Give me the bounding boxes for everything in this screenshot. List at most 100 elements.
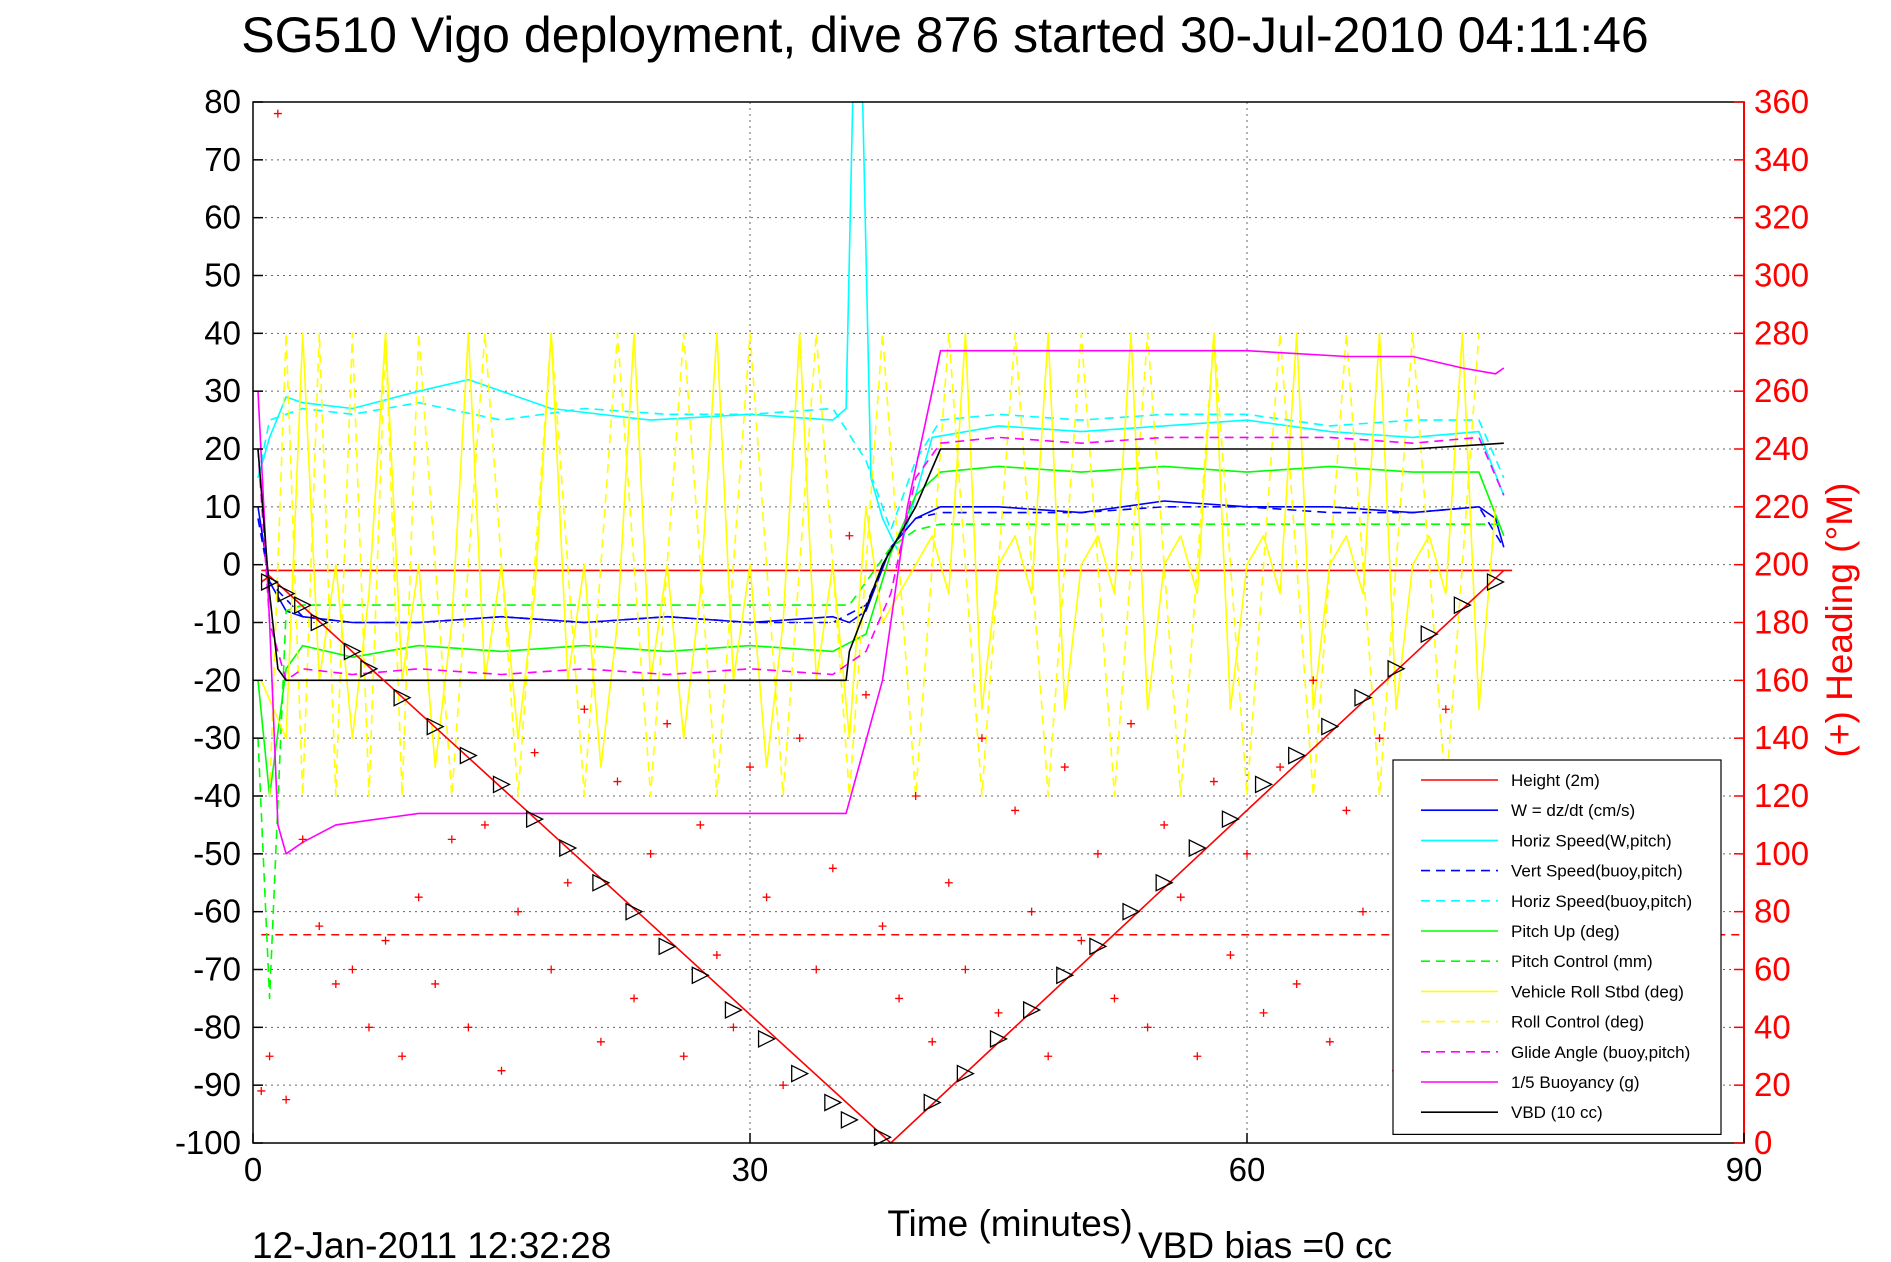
right-tick-label: 340 — [1754, 141, 1809, 178]
footer-vbd-bias: VBD bias =0 cc — [1138, 1225, 1392, 1262]
right-tick-label: 360 — [1754, 83, 1809, 120]
right-tick-label: 80 — [1754, 893, 1791, 930]
legend-label: Horiz Speed(W,pitch) — [1511, 831, 1672, 850]
bottom-axis-ticks: 0 30 60 90 — [244, 1133, 1763, 1188]
right-tick-label: 260 — [1754, 372, 1809, 409]
right-tick-label: 220 — [1754, 488, 1809, 525]
depth-marker — [1155, 873, 1174, 892]
depth-marker — [426, 717, 445, 736]
depth-marker — [1056, 966, 1075, 985]
right-tick-label: 160 — [1754, 661, 1809, 698]
depth-marker — [1221, 810, 1240, 829]
series-line-10 — [257, 349, 1505, 855]
heading-point — [977, 734, 986, 743]
legend-label: Horiz Speed(buoy,pitch) — [1511, 892, 1692, 911]
heading-point — [646, 849, 655, 858]
bottom-tick-label: 90 — [1726, 1151, 1763, 1188]
heading-point — [497, 1066, 506, 1075]
heading-point — [779, 1081, 788, 1090]
depth-marker — [294, 596, 313, 615]
heading-point — [861, 690, 870, 699]
heading-point — [1358, 907, 1367, 916]
heading-point — [961, 965, 970, 974]
heading-point — [1110, 994, 1119, 1003]
heading-point — [845, 531, 854, 540]
depth-marker — [873, 1128, 892, 1147]
heading-point — [1060, 763, 1069, 772]
heading-point — [1259, 1008, 1268, 1017]
bottom-tick-label: 0 — [244, 1151, 262, 1188]
depth-marker — [1188, 838, 1207, 858]
heading-point — [630, 994, 639, 1003]
series-line-11 — [257, 442, 1504, 682]
heading-point — [1160, 820, 1169, 829]
depth-marker — [757, 1029, 777, 1048]
depth-marker — [1288, 746, 1307, 765]
heading-point — [282, 1095, 291, 1104]
left-tick-label: 80 — [204, 83, 241, 120]
depth-marker — [791, 1064, 810, 1083]
right-tick-label: 280 — [1754, 314, 1809, 351]
heading-point — [1027, 907, 1036, 916]
heading-point — [1011, 806, 1020, 815]
right-tick-label: 180 — [1754, 604, 1809, 641]
heading-point — [1441, 705, 1450, 714]
depth-marker — [724, 1000, 743, 1020]
legend-label: Pitch Up (deg) — [1511, 922, 1620, 941]
heading-point — [273, 109, 282, 118]
heading-point — [746, 763, 754, 772]
heading-point — [364, 1023, 373, 1032]
legend-label: Vehicle Roll Stbd (deg) — [1511, 982, 1684, 1001]
depth-marker — [625, 902, 644, 921]
left-tick-label: -60 — [193, 893, 241, 930]
heading-point — [1226, 951, 1235, 960]
heading-point — [1193, 1052, 1202, 1061]
depth-marker — [824, 1093, 843, 1112]
heading-point — [1127, 719, 1136, 728]
right-tick-label: 100 — [1754, 835, 1809, 872]
footer-date: 12-Jan-2011 12:32:28 — [252, 1225, 611, 1262]
heading-point — [431, 979, 440, 988]
left-tick-label: 0 — [223, 546, 241, 583]
right-axis-label: (+) Heading (°M) — [1819, 483, 1860, 758]
depth-marker — [1321, 717, 1340, 736]
left-tick-label: -20 — [193, 661, 241, 698]
depth-marker — [559, 838, 578, 858]
depth-marker — [1387, 659, 1406, 678]
bottom-tick-label: 30 — [732, 1151, 769, 1188]
legend-label: Roll Control (deg) — [1511, 1013, 1644, 1032]
left-axis-ticks: 80 70 60 50 40 30 20 10 0 -10 -20 -30 -40 -50 -60 -70 -8… — [175, 83, 263, 1161]
right-axis-ticks: 3603403203002802602402202001801601401201… — [1734, 83, 1809, 1161]
depth-marker — [393, 688, 412, 707]
depth-marker — [1354, 688, 1373, 707]
heading-point — [878, 922, 887, 931]
depth-marker — [840, 1110, 859, 1129]
depth-marker — [989, 1029, 1008, 1048]
heading-point — [580, 705, 589, 714]
right-tick-label: 200 — [1754, 546, 1809, 583]
right-tick-label: 60 — [1754, 951, 1791, 988]
heading-point — [547, 965, 556, 974]
depth-marker — [923, 1093, 942, 1112]
heading-point — [1176, 893, 1185, 902]
heading-point — [795, 734, 804, 743]
depth-marker — [459, 746, 478, 765]
heading-point — [663, 719, 672, 728]
left-tick-label: 40 — [204, 314, 241, 351]
legend-label: W = dz/dt (cm/s) — [1511, 801, 1635, 820]
right-tick-label: 20 — [1754, 1066, 1791, 1103]
depth-marker — [1089, 937, 1108, 956]
heading-point — [1077, 936, 1086, 945]
depth-marker — [1486, 572, 1505, 592]
depth-marker — [691, 966, 710, 985]
heading-point — [257, 1086, 266, 1095]
legend-label: VBD (10 cc) — [1511, 1103, 1603, 1122]
heading-point — [1325, 1037, 1334, 1046]
heading-point — [1342, 806, 1351, 815]
heading-point — [712, 951, 721, 960]
heading-point — [911, 792, 920, 800]
heading-point — [1093, 849, 1102, 858]
left-tick-label: 50 — [204, 257, 241, 294]
depth-marker — [1453, 596, 1472, 615]
right-tick-label: 240 — [1754, 430, 1809, 467]
